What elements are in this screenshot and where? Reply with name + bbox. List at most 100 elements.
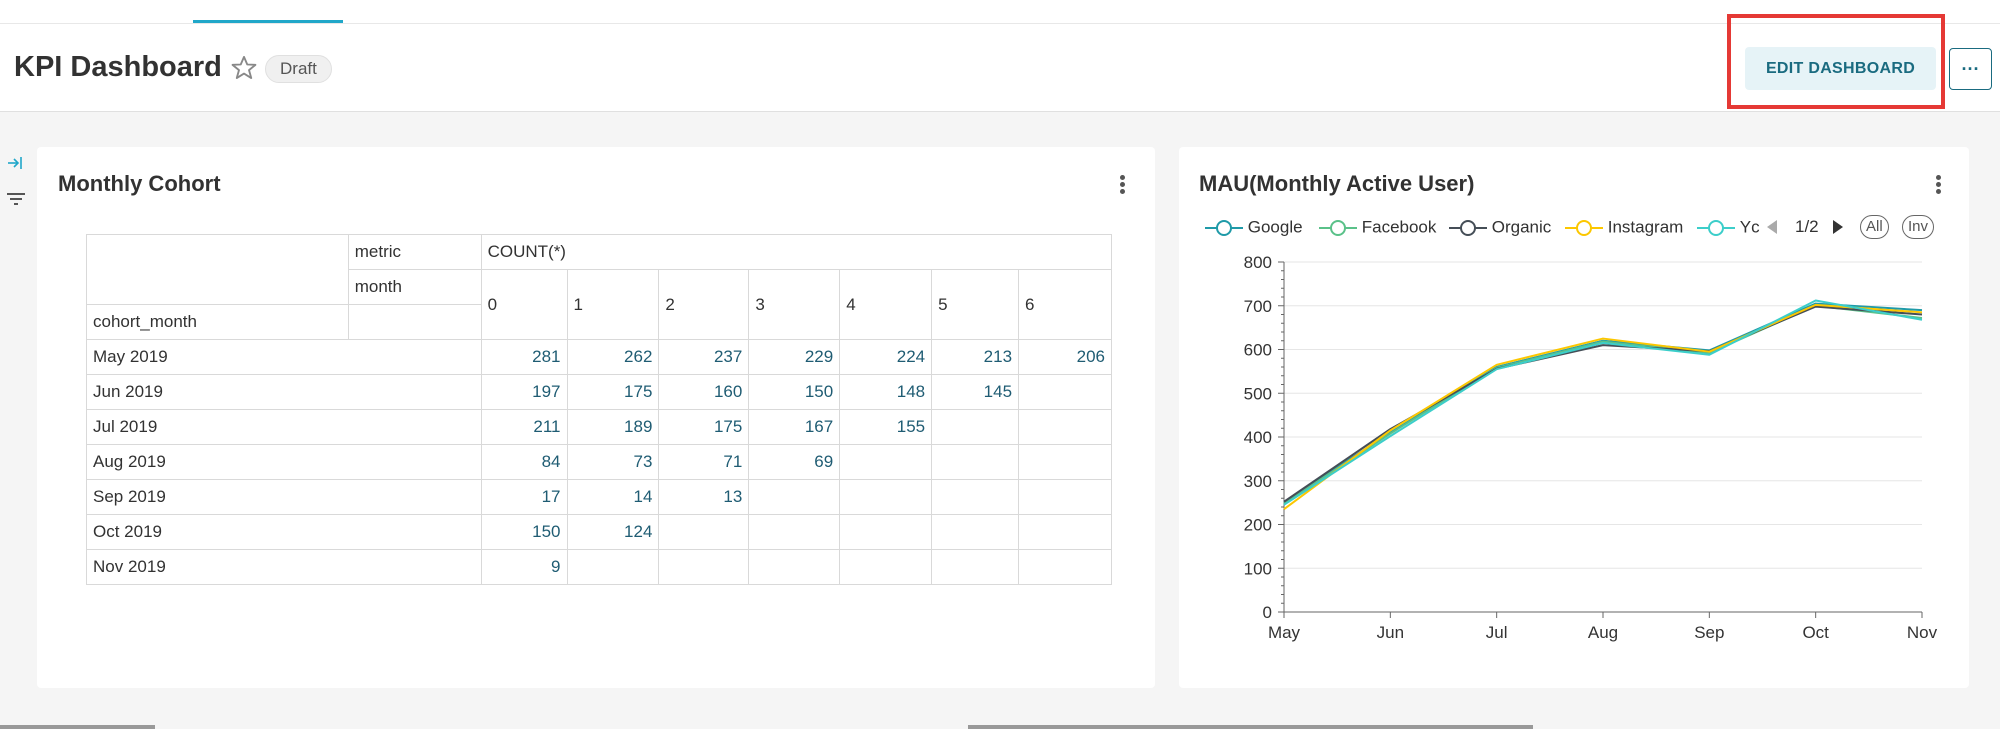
monthly-cohort-card: Monthly Cohort metric COUNT(*) month 0 1… — [37, 147, 1155, 688]
filter-icon[interactable] — [6, 190, 26, 208]
legend-label: Facebook — [1361, 217, 1437, 237]
cohort-value-cell: 84 — [480, 444, 568, 480]
cohort-value-cell: 175 — [658, 409, 750, 445]
legend-page-indicator: 1/2 — [1795, 217, 1819, 236]
cohort-month-cell: May 2019 — [86, 339, 482, 375]
star-icon[interactable] — [230, 54, 258, 82]
header-empty-cell — [86, 234, 349, 305]
cohort-value-cell — [1018, 549, 1112, 585]
next-row-edge — [968, 725, 1533, 729]
cohort-value-cell — [931, 444, 1020, 480]
month-header: 5 — [931, 269, 1020, 340]
legend-symbol — [1205, 219, 1243, 236]
y-tick-label: 100 — [1244, 559, 1272, 578]
edit-dashboard-button[interactable]: EDIT DASHBOARD — [1745, 47, 1936, 90]
cohort-month-cell: Nov 2019 — [86, 549, 482, 585]
legend-item[interactable]: Google — [1205, 214, 1303, 240]
more-options-button[interactable]: ··· — [1949, 48, 1992, 90]
highlight-box — [1727, 14, 1945, 109]
kebab-menu-icon[interactable] — [1116, 173, 1128, 199]
cohort-month-cell: Sep 2019 — [86, 479, 482, 515]
cohort-value-cell: 155 — [839, 409, 933, 445]
cohort-value-cell — [931, 549, 1020, 585]
cohort-value-cell — [658, 514, 750, 550]
legend-item[interactable]: Yc — [1697, 214, 1760, 240]
legend-symbol — [1449, 219, 1487, 236]
cohort-value-cell: 73 — [566, 444, 660, 480]
cohort-value-cell — [931, 409, 1020, 445]
y-tick-label: 700 — [1244, 297, 1272, 316]
filter-rail — [0, 112, 34, 729]
cohort-value-cell: 150 — [748, 374, 841, 410]
legend-item[interactable]: Instagram — [1565, 214, 1683, 240]
cohort-value-cell: 237 — [658, 339, 750, 375]
cohort-value-cell: 197 — [480, 374, 568, 410]
y-tick-label: 400 — [1244, 428, 1272, 447]
y-tick-label: 500 — [1244, 384, 1272, 403]
mau-card: MAU(Monthly Active User) — [1179, 147, 1969, 688]
legend-select-all-button[interactable]: All — [1860, 215, 1889, 239]
cohort-value-cell: 175 — [566, 374, 660, 410]
cohort-value-cell: 160 — [658, 374, 750, 410]
header-empty-cell — [347, 304, 482, 340]
cohort-value-cell: 229 — [748, 339, 841, 375]
month-header: 2 — [658, 269, 750, 340]
cohort-value-cell: 150 — [480, 514, 568, 550]
cohort-value-cell — [839, 514, 933, 550]
cohort-value-cell: 262 — [566, 339, 660, 375]
chart-legend: Google Facebook Organic Instagram Yc 1/2… — [1205, 214, 1945, 240]
x-tick-label: Jun — [1377, 623, 1404, 642]
cohort-value-cell: 148 — [839, 374, 933, 410]
card-title: Monthly Cohort — [58, 171, 221, 196]
expand-icon[interactable] — [6, 154, 24, 172]
month-header: 1 — [566, 269, 660, 340]
cohort-value-cell — [839, 444, 933, 480]
cohort-value-cell: 189 — [566, 409, 660, 445]
x-tick-label: Oct — [1802, 623, 1829, 642]
cohort-value-cell — [1018, 444, 1112, 480]
cohort-table: metric COUNT(*) month 0 1 2 3 4 5 6 coho… — [86, 234, 1113, 585]
next-row-edge — [0, 725, 155, 729]
table-row: Aug 2019 84 73 71 69 — [86, 444, 1112, 480]
series-line — [1283, 304, 1923, 505]
legend-symbol — [1565, 219, 1603, 236]
table-row: Jul 2019 211 189 175 167 155 — [86, 409, 1112, 445]
mau-line-chart: 0 100 200 300 400 500 600 700 800 May Jun Jul Aug Sep… — [1244, 253, 1938, 642]
legend-label: Instagram — [1607, 217, 1684, 237]
legend-symbol — [1319, 219, 1357, 236]
cohort-value-cell: 206 — [1018, 339, 1112, 375]
row-header-label: cohort_month — [86, 304, 349, 340]
status-badge[interactable]: Draft — [265, 55, 332, 83]
cohort-value-cell: 69 — [748, 444, 841, 480]
y-tick-label: 200 — [1244, 516, 1272, 535]
legend-next-icon[interactable] — [1832, 219, 1844, 235]
cohort-value-cell — [748, 514, 841, 550]
cohort-value-cell: 14 — [566, 479, 660, 515]
cohort-value-cell: 281 — [480, 339, 568, 375]
cohort-value-cell: 224 — [839, 339, 933, 375]
table-row: May 2019 281 262 237 229 224 213 206 — [86, 339, 1112, 375]
legend-item[interactable]: Organic — [1449, 214, 1551, 240]
kebab-menu-icon[interactable] — [1932, 173, 1944, 199]
cohort-value-cell: 211 — [480, 409, 568, 445]
cohort-month-cell: Oct 2019 — [86, 514, 482, 550]
series-line — [1283, 299, 1923, 506]
series-line — [1283, 305, 1923, 503]
y-tick-label: 800 — [1244, 253, 1272, 272]
cohort-value-cell — [1018, 514, 1112, 550]
metric-label: metric — [347, 234, 482, 270]
x-tick-label: Nov — [1907, 623, 1938, 642]
series-line — [1283, 303, 1923, 510]
legend-symbol — [1697, 219, 1735, 236]
legend-prev-icon[interactable] — [1766, 219, 1778, 235]
cohort-value-cell: 124 — [566, 514, 660, 550]
page-title: KPI Dashboard — [14, 51, 222, 83]
legend-item[interactable]: Facebook — [1319, 214, 1436, 240]
legend-invert-button[interactable]: Inv — [1902, 215, 1935, 239]
cohort-value-cell — [566, 549, 660, 585]
cohort-value-cell — [839, 549, 933, 585]
month-header: 6 — [1018, 269, 1112, 340]
cohort-month-cell: Aug 2019 — [86, 444, 482, 480]
table-row: Oct 2019 150 124 — [86, 514, 1112, 550]
cohort-value-cell — [1018, 409, 1112, 445]
